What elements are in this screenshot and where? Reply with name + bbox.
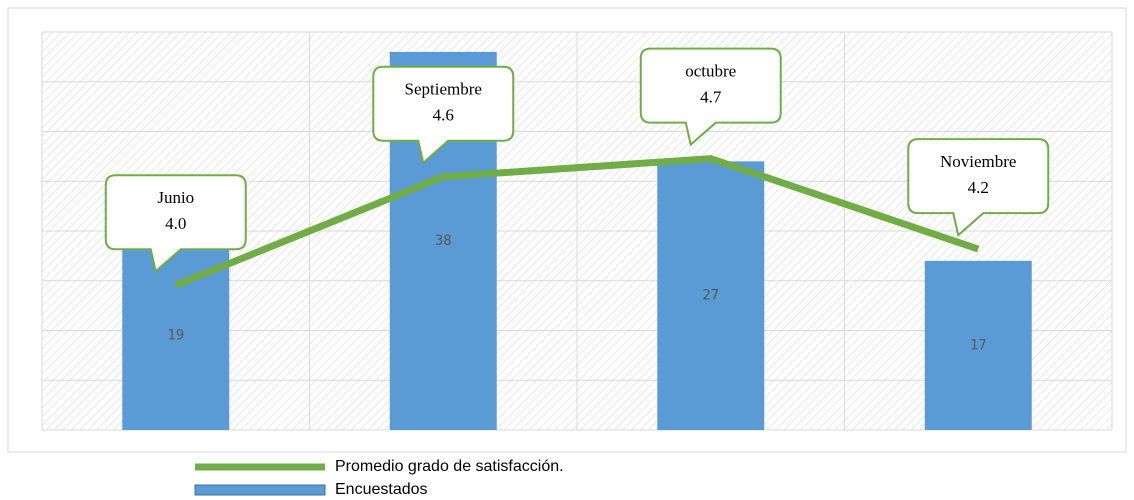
callout [372,65,515,165]
bar-label: 38 [435,233,452,249]
legend-label: Promedio grado de satisfacción. [335,458,564,475]
callout [104,174,247,274]
bar [924,260,1032,430]
callout-category: Septiembre [405,80,482,99]
callout-value: 4.6 [433,106,454,125]
bar-label: 17 [970,337,987,353]
callout-value: 4.2 [968,178,989,197]
bar-label: 19 [167,327,184,343]
callout-category: octubre [685,62,736,81]
callout [639,47,782,147]
legend-swatch [194,484,326,496]
line [174,155,980,289]
legend-label: Encuestados [335,481,428,498]
bar [657,161,765,430]
callout-value: 4.7 [700,88,722,107]
callout-category: Noviembre [940,152,1016,171]
bar-label: 27 [702,288,719,304]
callout [907,138,1050,237]
callout-value: 4.0 [165,214,186,233]
callout-category: Junio [157,188,194,207]
